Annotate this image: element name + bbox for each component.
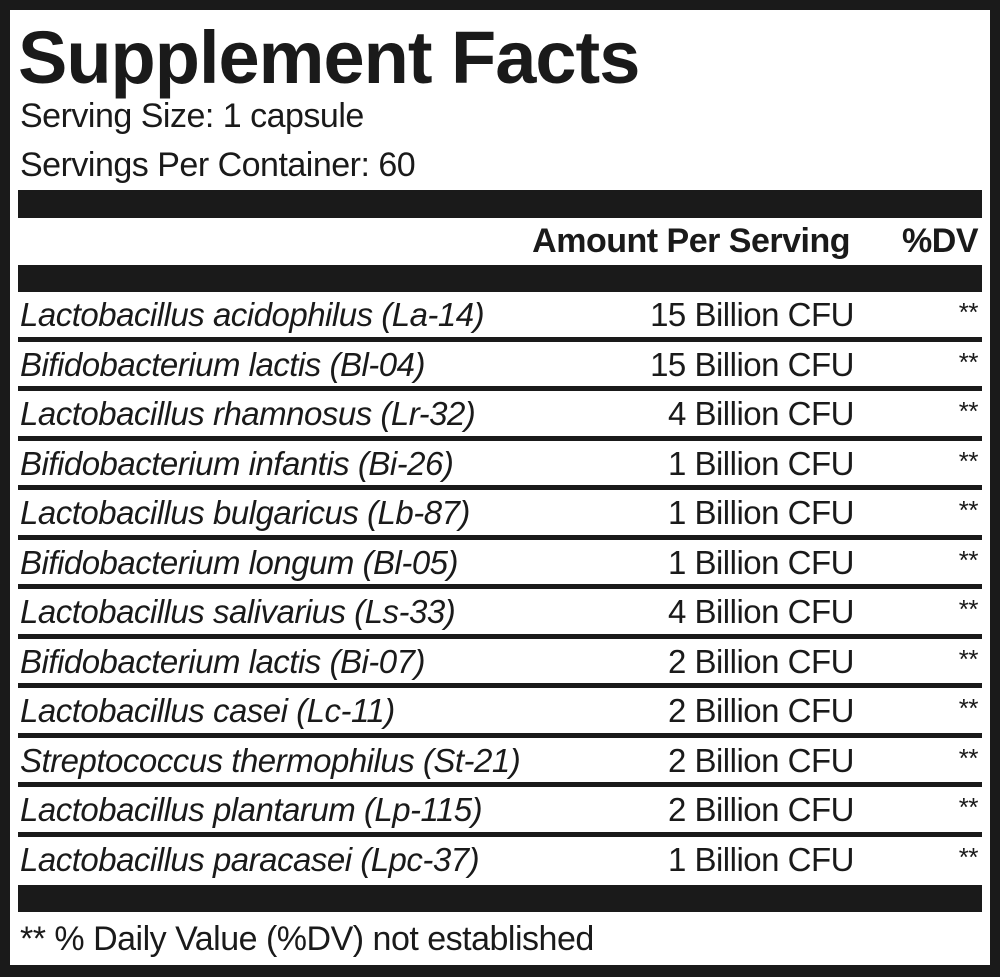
ingredient-row: Lactobacillus acidophilus (La-14) 15 Bill… [18,292,982,342]
serving-size: Serving Size: 1 capsule [20,97,364,135]
ingredient-name: Lactobacillus paracasei (Lpc-37) [20,840,480,878]
ingredient-name: Streptococcus thermophilus (St-21) [20,741,521,779]
ingredient-amount: 1 Billion CFU [667,840,855,878]
ingredient-dv: ** [958,841,979,872]
ingredient-amount: 2 Billion CFU [667,741,855,779]
ingredient-row: Bifidobacterium longum (Bl-05) 1 Billion … [18,540,982,589]
ingredient-row: Bifidobacterium lactis (Bi-07) 2 Billion … [18,639,982,688]
ingredient-amount: 15 Billion CFU [650,345,854,383]
ingredient-dv: ** [958,544,979,575]
amount-header: Amount Per Serving [532,222,850,260]
divider-bar [18,190,982,218]
ingredient-name: Lactobacillus salivarius (Ls-33) [20,593,456,630]
ingredient-row: Lactobacillus bulgaricus (Lb-87) 1 Billio… [18,490,982,540]
column-header: Amount Per Serving %DV [18,218,982,265]
ingredient-row: Lactobacillus salivarius (Ls-33) 4 Billio… [18,589,982,639]
ingredient-amount: 1 Billion CFU [667,543,855,581]
ingredient-dv: ** [958,346,979,377]
ingredient-amount: 4 Billion CFU [667,593,855,630]
ingredient-row: Bifidobacterium lactis (Bl-04) 15 Billion… [18,342,982,391]
ingredient-dv: ** [958,792,979,822]
servings-per-container: Servings Per Container: 60 [20,146,416,184]
ingredient-row: Lactobacillus plantarum (Lp-115) 2 Billio… [18,787,982,837]
ingredient-row: Lactobacillus casei (Lc-11) 2 Billion CFU… [18,688,982,738]
ingredient-row: Streptococcus thermophilus (St-21) 2 Bill… [18,738,982,787]
ingredient-amount: 2 Billion CFU [667,642,855,680]
ingredient-name: Lactobacillus casei (Lc-11) [20,692,395,729]
ingredient-dv: ** [958,742,979,773]
ingredient-name: Lactobacillus plantarum (Lp-115) [20,791,483,828]
ingredient-name: Bifidobacterium longum (Bl-05) [20,543,459,581]
ingredient-row: Lactobacillus paracasei (Lpc-37) 1 Billio… [18,837,982,882]
divider-bar [18,265,982,292]
ingredient-row: Lactobacillus rhamnosus (Lr-32) 4 Billion… [18,391,982,441]
ingredient-dv: ** [958,297,979,327]
ingredient-dv: ** [958,445,979,476]
ingredient-dv: ** [958,643,979,674]
ingredient-row: Bifidobacterium infantis (Bi-26) 1 Billio… [18,441,982,490]
ingredient-amount: 2 Billion CFU [667,791,855,828]
ingredient-name: Lactobacillus bulgaricus (Lb-87) [20,494,470,531]
ingredient-dv: ** [958,693,979,723]
ingredient-name: Lactobacillus acidophilus (La-14) [20,296,485,333]
dv-header: %DV [902,222,978,260]
ingredient-dv: ** [958,594,979,624]
label-title: Supplement Facts [18,16,640,99]
ingredient-dv: ** [958,396,979,426]
footnote: ** % Daily Value (%DV) not established [20,920,594,958]
ingredient-amount: 1 Billion CFU [667,494,855,531]
ingredient-name: Bifidobacterium lactis (Bl-04) [20,345,425,383]
ingredient-amount: 4 Billion CFU [667,395,855,432]
ingredient-amount: 2 Billion CFU [667,692,855,729]
ingredient-amount: 1 Billion CFU [667,444,855,482]
ingredient-dv: ** [958,495,979,525]
ingredient-name: Bifidobacterium infantis (Bi-26) [20,444,454,482]
divider-bar [18,885,982,912]
ingredient-name: Bifidobacterium lactis (Bi-07) [20,642,425,680]
ingredient-list: Lactobacillus acidophilus (La-14) 15 Bill… [18,292,982,881]
ingredient-name: Lactobacillus rhamnosus (Lr-32) [20,395,476,432]
ingredient-amount: 15 Billion CFU [650,296,854,333]
